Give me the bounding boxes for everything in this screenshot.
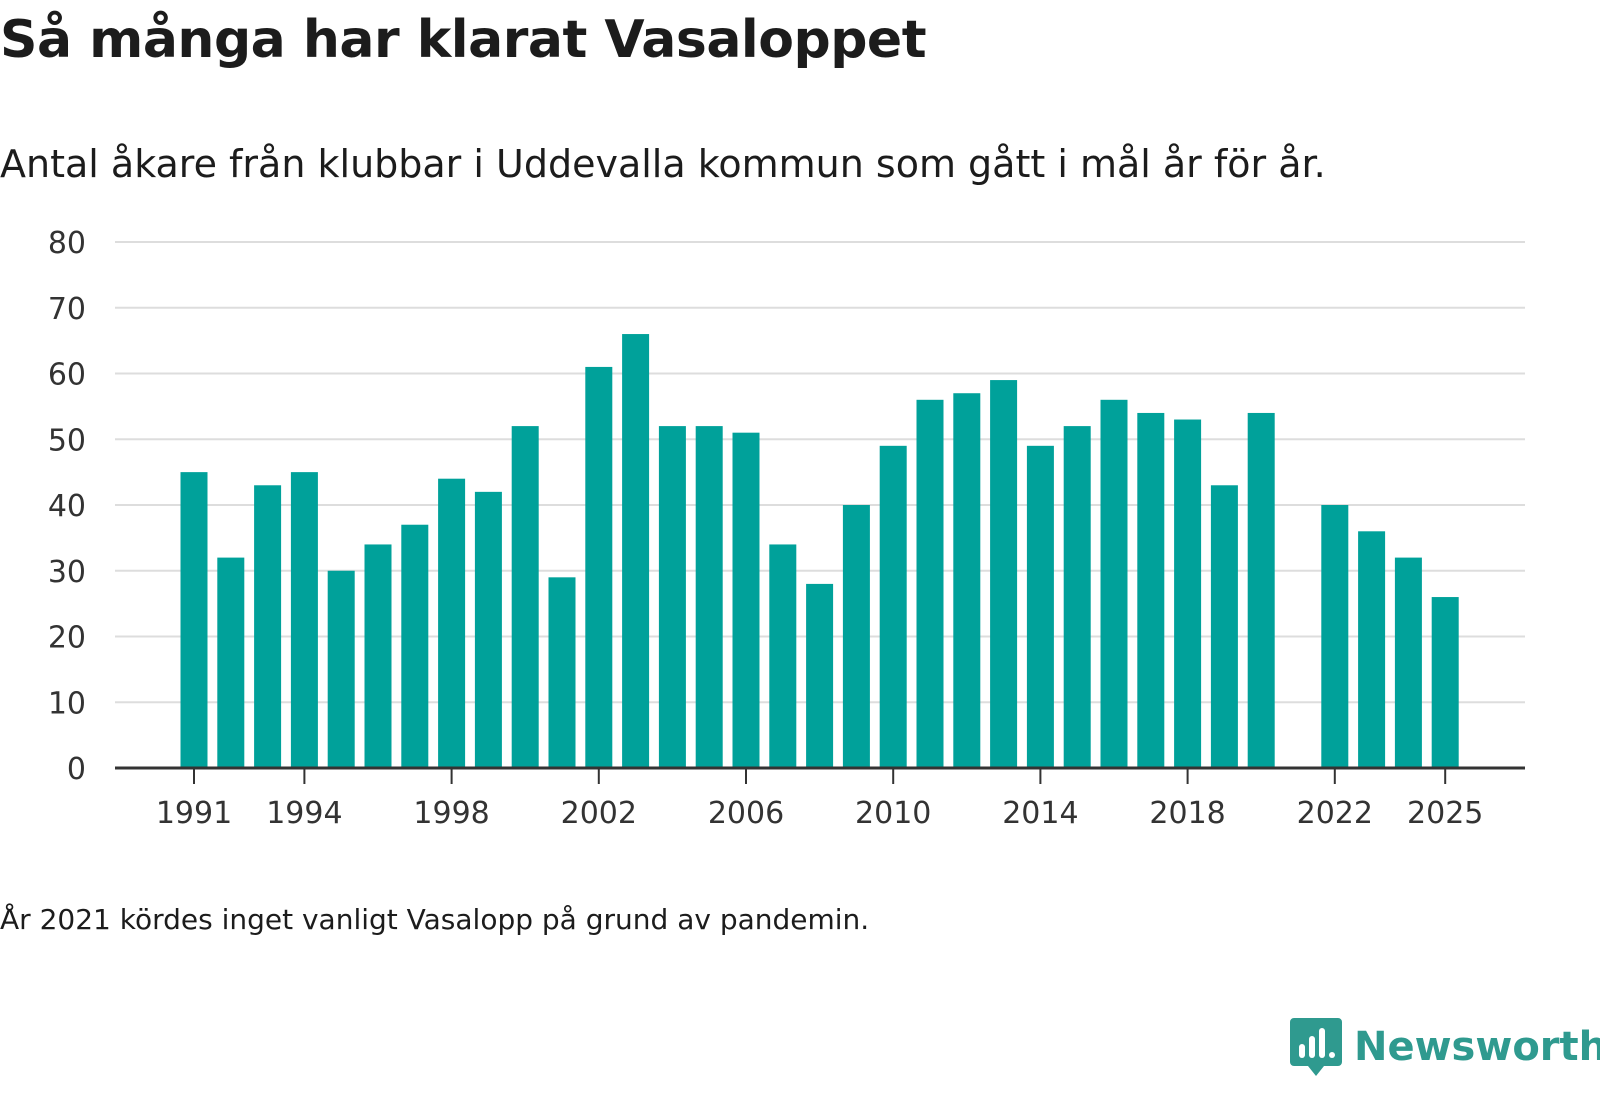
bar-2003 — [622, 334, 650, 768]
newsworthy-logo-icon — [1290, 1018, 1342, 1076]
bar-2025 — [1431, 597, 1459, 768]
y-tick-label: 40 — [48, 489, 86, 524]
bar-1998 — [438, 478, 466, 768]
bar-2020 — [1247, 412, 1275, 768]
x-tick-label: 2002 — [561, 796, 637, 831]
x-tick-label: 1994 — [266, 796, 342, 831]
x-tick-label: 2010 — [855, 796, 931, 831]
x-tick-label: 2006 — [708, 796, 784, 831]
bar-1995 — [327, 570, 355, 768]
chart-subtitle: Antal åkare från klubbar i Uddevalla kom… — [0, 142, 1326, 186]
bar-2001 — [548, 577, 576, 768]
bar-2013 — [990, 380, 1018, 768]
y-tick-label: 60 — [48, 358, 86, 393]
brand-logo: Newsworthy — [1290, 1018, 1600, 1076]
bar-2024 — [1394, 557, 1422, 768]
chart-title: Så många har klarat Vasaloppet — [0, 10, 927, 70]
bar-2023 — [1358, 531, 1386, 768]
x-tick-label: 2025 — [1407, 796, 1483, 831]
bar-2015 — [1063, 426, 1091, 768]
bar-2016 — [1100, 399, 1128, 768]
bar-2006 — [732, 432, 760, 768]
footnote: År 2021 kördes inget vanligt Vasalopp på… — [0, 903, 870, 936]
y-tick-label: 10 — [48, 686, 86, 721]
x-tick-label: 1991 — [156, 796, 232, 831]
bar-2017 — [1137, 412, 1165, 768]
x-tick-label: 1998 — [413, 796, 489, 831]
y-tick-label: 50 — [48, 423, 86, 458]
bar-1994 — [290, 472, 318, 768]
y-tick-label: 70 — [48, 292, 86, 327]
x-tick-label: 2022 — [1297, 796, 1373, 831]
bar-1997 — [401, 524, 429, 768]
bar-1992 — [217, 557, 245, 768]
bar-1999 — [474, 491, 502, 768]
x-axis: 1991 1994 1998 2002 2006 2010 2014 2018 2022 2025 — [115, 766, 1525, 831]
bar-2018 — [1174, 419, 1202, 768]
bars — [180, 334, 1459, 768]
bar-2004 — [658, 426, 686, 768]
y-tick-label: 0 — [67, 752, 86, 787]
y-axis: 0 10 20 30 40 50 60 70 80 — [48, 226, 86, 787]
gridlines — [115, 241, 1525, 704]
y-tick-label: 30 — [48, 555, 86, 590]
bar-2008 — [806, 583, 834, 768]
brand-name: Newsworthy — [1354, 1024, 1600, 1070]
bar-2009 — [842, 505, 870, 768]
bar-2014 — [1026, 445, 1054, 768]
bar-1996 — [364, 544, 392, 768]
y-tick-label: 80 — [48, 226, 86, 261]
bar-2012 — [953, 393, 981, 768]
x-tick-label: 2018 — [1149, 796, 1225, 831]
bar-2011 — [916, 399, 944, 768]
bar-chart: 0 10 20 30 40 50 60 70 80 1991 1994 1998 2002 2006 20… — [48, 226, 1525, 831]
y-tick-label: 20 — [48, 621, 86, 656]
bar-2010 — [879, 445, 907, 768]
bar-1991 — [180, 472, 208, 768]
x-tick-label: 2014 — [1002, 796, 1078, 831]
bar-2007 — [769, 544, 797, 768]
bar-2005 — [695, 426, 723, 768]
bar-2019 — [1210, 485, 1238, 768]
bar-2000 — [511, 426, 539, 768]
bar-2022 — [1321, 505, 1349, 768]
bar-2002 — [585, 366, 613, 768]
bar-1993 — [254, 485, 282, 768]
